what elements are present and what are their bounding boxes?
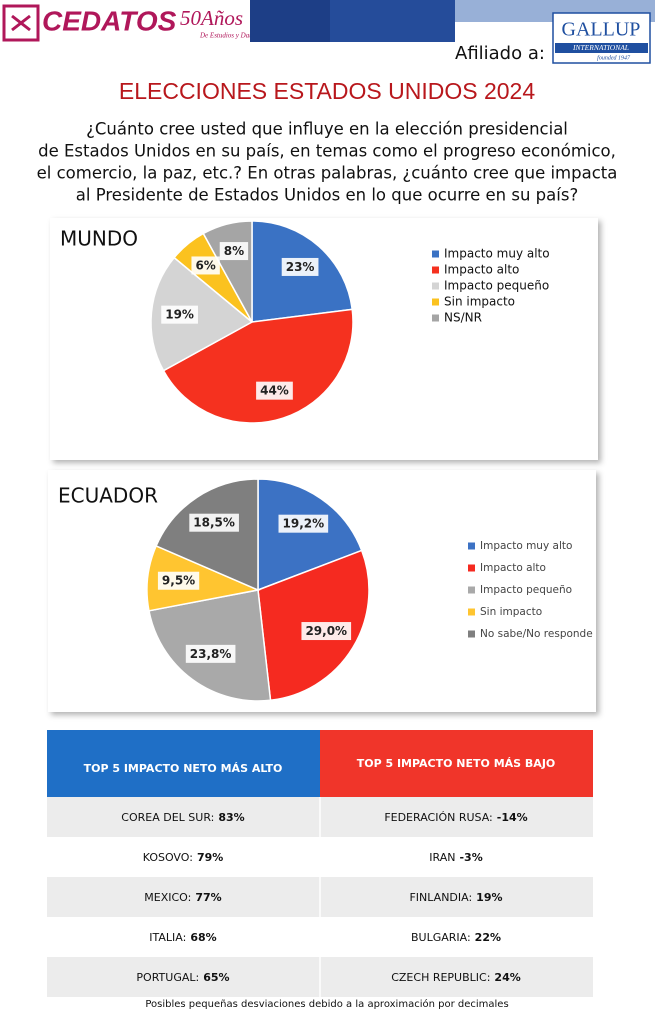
- tagline: De Estudios y Datos: [199, 32, 258, 40]
- question-line: ¿Cuánto cree usted que influye en la ele…: [86, 120, 568, 139]
- legend-swatch: [432, 250, 439, 258]
- anniversary: 50Años: [180, 6, 243, 30]
- data-label-box: [191, 256, 220, 275]
- data-label-box: [189, 513, 239, 532]
- footnote: Posibles pequeñas desviaciones debido a …: [145, 998, 508, 1010]
- data-label-box: [157, 571, 200, 590]
- data-label-box: [301, 622, 352, 641]
- legend-label: Impacto pequeño: [480, 584, 572, 596]
- table-cell: KOSOVO: 79%: [143, 851, 224, 864]
- table-cell: CZECH REPUBLIC: 24%: [391, 971, 521, 984]
- question-line: al Presidente de Estados Unidos en lo qu…: [76, 186, 578, 205]
- data-label: 19,2%: [283, 517, 325, 531]
- data-label-box: [281, 257, 319, 276]
- cell-value: 24%: [494, 971, 520, 984]
- cell-label: ITALIA:: [149, 931, 186, 944]
- header-banner-shade: [330, 0, 455, 42]
- data-label: 29,0%: [305, 624, 347, 638]
- cell-value: 83%: [218, 811, 244, 824]
- chart-title: MUNDO: [60, 227, 138, 251]
- legend-label: Impacto pequeño: [444, 279, 549, 293]
- data-label: 44%: [260, 384, 289, 398]
- data-label-box: [161, 305, 198, 324]
- logo-emblem-mark: [11, 14, 31, 32]
- cell-value: -14%: [497, 811, 528, 824]
- data-label-box: [278, 514, 329, 533]
- cell-value: 68%: [190, 931, 216, 944]
- legend-label: Sin impacto: [480, 606, 542, 618]
- legend-swatch: [432, 298, 439, 306]
- table-cell: COREA DEL SUR: 83%: [121, 811, 244, 824]
- cell-value: 77%: [195, 891, 221, 904]
- pie-slice: [162, 308, 354, 424]
- pie-slice: [155, 478, 259, 592]
- data-label-box: [219, 242, 249, 261]
- data-label-box: [185, 644, 236, 663]
- cell-label: FEDERACIÓN RUSA:: [384, 811, 492, 824]
- question-line: el comercio, la paz, etc.? En otras pala…: [37, 164, 618, 183]
- cell-value: 22%: [475, 931, 501, 944]
- partner: GALLUP: [562, 19, 641, 41]
- brand: CEDATOS: [42, 5, 177, 36]
- legend-swatch: [432, 314, 439, 322]
- legend-swatch: [468, 564, 475, 572]
- data-label: 23%: [286, 260, 315, 274]
- legend-label: No sabe/No responde: [480, 628, 593, 640]
- legend-label: Impacto muy alto: [444, 247, 550, 261]
- partner-logo: [552, 12, 651, 64]
- legend-swatch: [468, 630, 475, 638]
- title: ELECCIONES ESTADOS UNIDOS 2024: [119, 78, 535, 104]
- cell-value: 65%: [203, 971, 229, 984]
- cell-value: -3%: [459, 851, 482, 864]
- legend-swatch: [468, 586, 475, 594]
- cell-label: CZECH REPUBLIC:: [391, 971, 490, 984]
- question-line: de Estados Unidos en su país, en temas c…: [38, 142, 616, 161]
- table-cell: IRAN -3%: [429, 851, 482, 864]
- cell-label: IRAN: [429, 851, 455, 864]
- pie-slice: [257, 478, 363, 592]
- table-cell: ITALIA: 68%: [149, 931, 216, 944]
- data-label: 6%: [195, 258, 215, 272]
- table-cell: BULGARIA: 22%: [411, 931, 501, 944]
- legend-label: Impacto muy alto: [480, 540, 572, 552]
- cell-label: MEXICO:: [144, 891, 191, 904]
- table-header-cell: [47, 730, 320, 797]
- cell-label: FINLANDIA:: [409, 891, 472, 904]
- legend-label: NS/NR: [444, 311, 482, 325]
- cell-label: BULGARIA:: [411, 931, 471, 944]
- cell-label: COREA DEL SUR:: [121, 811, 214, 824]
- partner-sub: INTERNATIONAL: [572, 43, 629, 52]
- logo-emblem: [2, 4, 40, 42]
- legend-swatch: [432, 282, 439, 290]
- legend-label: Impacto alto: [444, 263, 519, 277]
- table-cell: FINLANDIA: 19%: [409, 891, 502, 904]
- cell-label: PORTUGAL:: [136, 971, 199, 984]
- cell-label: KOSOVO:: [143, 851, 193, 864]
- cell-value: 19%: [476, 891, 502, 904]
- legend-label: Sin impacto: [444, 295, 515, 309]
- cell-value: 79%: [197, 851, 223, 864]
- affiliate: Afiliado a:: [455, 43, 545, 64]
- data-label: 19%: [165, 308, 194, 322]
- table-cell: FEDERACIÓN RUSA: -14%: [384, 811, 527, 824]
- data-label-box: [256, 381, 293, 400]
- table-header: TOP 5 IMPACTO NETO MÁS ALTO: [84, 762, 283, 775]
- data-label: 8%: [224, 244, 244, 258]
- legend-swatch: [468, 608, 475, 616]
- legend-label: Impacto alto: [480, 562, 546, 574]
- data-label: 18,5%: [193, 516, 235, 530]
- pie-slice: [150, 256, 254, 372]
- partner-founded: founded 1947: [597, 54, 631, 61]
- legend-swatch: [468, 542, 475, 550]
- table-cell: PORTUGAL: 65%: [136, 971, 229, 984]
- table-header-cell: [320, 730, 593, 797]
- table-cell: MEXICO: 77%: [144, 891, 221, 904]
- data-label: 23,8%: [190, 647, 232, 661]
- table-header: TOP 5 IMPACTO NETO MÁS BAJO: [357, 757, 556, 770]
- data-label: 9,5%: [162, 574, 195, 588]
- legend-swatch: [432, 266, 439, 274]
- partner-bar: [555, 43, 648, 53]
- chart-title: ECUADOR: [58, 484, 158, 508]
